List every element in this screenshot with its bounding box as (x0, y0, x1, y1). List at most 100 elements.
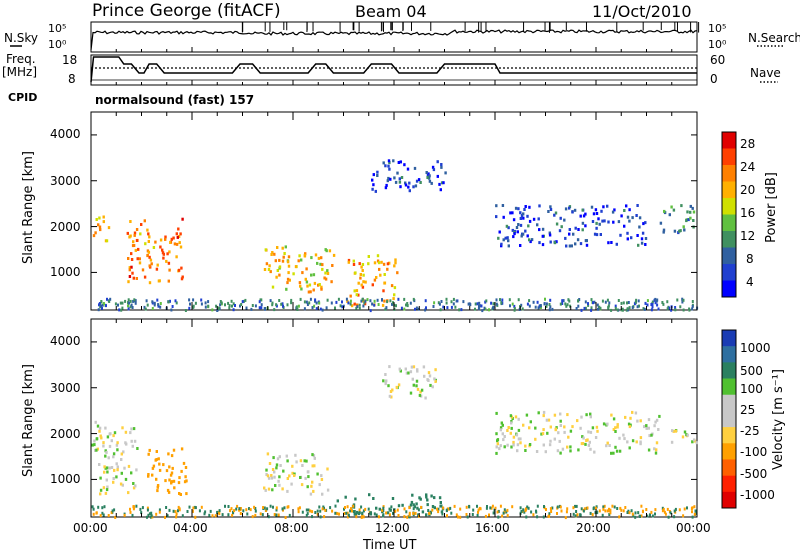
velocity-cell (132, 482, 135, 485)
velocity-cell (185, 492, 188, 496)
power-cell (568, 228, 571, 231)
power-cell (682, 225, 685, 229)
velocity-cell (158, 462, 161, 466)
power-cell (519, 223, 523, 227)
velocity-cell (303, 459, 306, 463)
power-cell (358, 306, 361, 310)
power-cell (177, 268, 181, 272)
velocity-cell (372, 497, 375, 500)
velocity-cell (634, 515, 637, 519)
velocity-cell (358, 511, 361, 515)
power-cell (128, 275, 132, 278)
power-cell (244, 298, 247, 302)
xtick: 08:00 (274, 521, 309, 535)
velocity-cell (612, 451, 615, 455)
power-cell (127, 304, 129, 308)
velocity-cell (155, 450, 158, 453)
velocity-cell (413, 505, 416, 509)
velocity-cell (147, 474, 150, 478)
velocity-cell (311, 453, 314, 457)
velocity-cell (286, 489, 289, 493)
power-cell (611, 210, 615, 214)
power-cell (583, 306, 586, 310)
power-cell (424, 308, 427, 312)
power-cell (573, 208, 577, 212)
power-cell (168, 268, 171, 272)
velocity-cell (645, 424, 648, 428)
power-cell (617, 299, 620, 302)
freq-tick-top: 18 (62, 53, 78, 67)
velocity-cell (390, 395, 393, 399)
velocity-cell (96, 424, 100, 428)
power-cell (282, 255, 285, 259)
power-cell (156, 263, 159, 267)
velocity-cell (155, 477, 158, 481)
velocity-cell (104, 491, 108, 495)
power-cell (241, 300, 244, 304)
power-cell (591, 220, 595, 223)
velocity-cell (310, 484, 313, 488)
velocity-cell (343, 512, 346, 515)
velocity-cell (618, 515, 621, 519)
power-cell (389, 177, 392, 181)
power-cell (406, 167, 410, 171)
velocity-cell (102, 441, 105, 445)
velocity-cell (263, 506, 266, 510)
velocity-cell (407, 371, 410, 375)
velocity-cell (519, 437, 522, 441)
velocity-cell (294, 453, 297, 457)
power-ytick: 4000 (50, 127, 81, 141)
power-cell (319, 307, 322, 311)
power-cell (662, 230, 665, 234)
power-cell (415, 306, 418, 310)
velocity-cell (509, 414, 513, 418)
power-cell (431, 165, 435, 169)
power-cell (360, 283, 363, 287)
velocity-cell (188, 505, 191, 509)
power-cell (376, 298, 379, 302)
velocity-cell (674, 429, 678, 433)
velocity-cell (631, 439, 635, 443)
velocity-cell (103, 505, 106, 509)
power-cell (286, 260, 290, 264)
power-cell (287, 255, 291, 259)
velocity-cell (283, 506, 286, 510)
velocity-cell (382, 505, 385, 509)
velocity-cell (627, 422, 631, 426)
power-cell (587, 302, 589, 306)
power-cell (400, 176, 404, 179)
velocity-cell (378, 507, 381, 511)
velocity-cell (370, 511, 372, 515)
velocity-cell (561, 447, 565, 451)
velocity-cell (282, 469, 285, 473)
power-cell (287, 264, 291, 268)
velocity-cell (266, 452, 270, 456)
velocity-cell (113, 431, 117, 435)
power-cell (169, 241, 172, 244)
velocity-cell (631, 410, 634, 414)
power-cell (316, 261, 319, 265)
power-cell (315, 301, 318, 305)
velocity-cell (610, 413, 613, 417)
power-cell (561, 302, 564, 305)
velocity-panel-frame (90, 318, 698, 518)
velocity-cell (587, 443, 591, 447)
velocity-cell (112, 480, 115, 484)
velocity-cell (484, 514, 487, 518)
velocity-cell (585, 413, 588, 417)
velocity-cell (575, 504, 578, 508)
power-cell (147, 250, 151, 254)
power-cell (207, 304, 210, 308)
velocity-cell (131, 513, 134, 517)
velocity-cell (147, 473, 150, 476)
power-cell (148, 235, 151, 239)
velocity-cell (166, 514, 169, 518)
velocity-cell (168, 465, 171, 469)
power-cell (523, 208, 526, 211)
velocity-cell (382, 506, 385, 510)
velocity-cell (433, 377, 436, 381)
power-cell (117, 303, 119, 307)
power-ytick: 3000 (50, 174, 81, 188)
power-cell (386, 179, 389, 183)
power-cell (512, 235, 515, 239)
